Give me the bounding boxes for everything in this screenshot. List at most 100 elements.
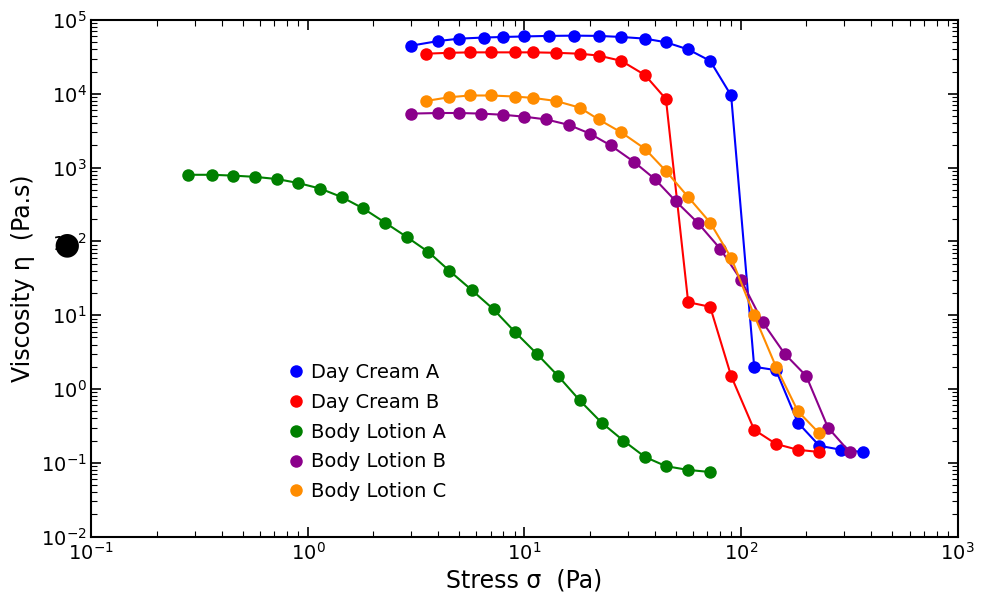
- Body Lotion B: [669, 198, 681, 205]
- Body Lotion C: [660, 167, 671, 175]
- Body Lotion C: [639, 145, 651, 152]
- Body Lotion A: [182, 171, 194, 178]
- Day Cream B: [464, 49, 476, 56]
- Day Cream B: [420, 50, 432, 57]
- Body Lotion A: [379, 219, 390, 226]
- Day Cream A: [660, 39, 671, 46]
- Body Lotion C: [485, 92, 497, 99]
- Body Lotion B: [604, 142, 616, 149]
- Day Cream B: [660, 95, 671, 103]
- Body Lotion A: [422, 248, 434, 255]
- Body Lotion C: [464, 92, 476, 99]
- Day Cream A: [792, 419, 804, 426]
- Body Lotion A: [488, 306, 500, 313]
- X-axis label: Stress σ  (Pa): Stress σ (Pa): [447, 569, 602, 593]
- Day Cream B: [593, 52, 604, 59]
- Day Cream B: [639, 71, 651, 79]
- Day Cream A: [478, 34, 490, 41]
- Body Lotion B: [519, 113, 530, 120]
- Body Lotion C: [593, 116, 604, 123]
- Day Cream B: [748, 426, 760, 434]
- Day Cream B: [770, 440, 782, 448]
- Day Cream A: [639, 35, 651, 42]
- Body Lotion B: [454, 109, 465, 117]
- Body Lotion C: [726, 254, 738, 262]
- Line: Body Lotion B: Body Lotion B: [405, 107, 856, 458]
- Body Lotion A: [227, 172, 239, 179]
- Body Lotion C: [528, 94, 539, 101]
- Day Cream B: [528, 49, 539, 56]
- Day Cream A: [857, 448, 869, 455]
- Body Lotion A: [357, 205, 369, 212]
- Body Lotion B: [498, 111, 510, 118]
- Day Cream B: [615, 57, 627, 65]
- Body Lotion B: [540, 116, 552, 123]
- Body Lotion C: [615, 129, 627, 136]
- Day Cream B: [704, 303, 716, 310]
- Body Lotion A: [617, 437, 629, 444]
- Body Lotion A: [574, 397, 586, 404]
- Body Lotion B: [433, 109, 445, 117]
- Body Lotion C: [704, 219, 716, 226]
- Day Cream B: [792, 446, 804, 454]
- Body Lotion C: [444, 94, 456, 101]
- Day Cream B: [726, 373, 738, 380]
- Body Lotion A: [552, 373, 564, 380]
- Line: Day Cream A: Day Cream A: [405, 30, 869, 458]
- Legend: Day Cream A, Day Cream B, Body Lotion A, Body Lotion B, Body Lotion C: Day Cream A, Day Cream B, Body Lotion A,…: [292, 363, 447, 501]
- Body Lotion A: [206, 171, 218, 178]
- Day Cream A: [682, 46, 694, 53]
- Body Lotion B: [691, 219, 703, 226]
- Body Lotion B: [822, 424, 834, 431]
- Body Lotion A: [271, 175, 283, 182]
- Line: Body Lotion A: Body Lotion A: [182, 169, 717, 478]
- Body Lotion B: [563, 121, 575, 129]
- Body Lotion A: [444, 267, 456, 274]
- Day Cream A: [543, 32, 555, 39]
- Day Cream A: [433, 37, 445, 45]
- Body Lotion B: [714, 245, 726, 252]
- Body Lotion C: [813, 430, 825, 437]
- Body Lotion A: [465, 286, 477, 294]
- Body Lotion B: [736, 277, 747, 284]
- Y-axis label: Viscosity η  (Pa.s): Viscosity η (Pa.s): [11, 175, 35, 382]
- Body Lotion A: [335, 193, 347, 201]
- Day Cream A: [519, 33, 530, 40]
- Body Lotion C: [770, 363, 782, 370]
- Day Cream A: [454, 35, 465, 42]
- Day Cream A: [704, 57, 716, 65]
- Day Cream B: [444, 49, 456, 56]
- Day Cream B: [813, 448, 825, 455]
- Day Cream B: [509, 49, 521, 56]
- Body Lotion B: [844, 448, 856, 455]
- Day Cream A: [569, 32, 581, 39]
- Day Cream A: [835, 446, 847, 454]
- Day Cream B: [550, 49, 562, 56]
- Body Lotion B: [628, 158, 640, 165]
- Body Lotion A: [682, 466, 694, 474]
- Day Cream A: [405, 42, 417, 50]
- Line: Day Cream B: Day Cream B: [419, 46, 825, 458]
- Day Cream A: [770, 367, 782, 374]
- Body Lotion A: [639, 454, 651, 461]
- Body Lotion B: [801, 373, 812, 380]
- Body Lotion C: [682, 193, 694, 201]
- Body Lotion A: [315, 185, 326, 192]
- Day Cream A: [593, 32, 604, 39]
- Body Lotion B: [779, 350, 791, 358]
- Body Lotion B: [405, 110, 417, 117]
- Day Cream B: [574, 50, 586, 57]
- Body Lotion A: [401, 233, 413, 240]
- Body Lotion A: [704, 468, 716, 475]
- Body Lotion C: [574, 104, 586, 111]
- Day Cream A: [813, 442, 825, 449]
- Body Lotion A: [509, 328, 521, 335]
- Body Lotion A: [292, 179, 304, 187]
- Body Lotion C: [509, 93, 521, 100]
- Body Lotion A: [249, 173, 261, 181]
- Body Lotion C: [420, 97, 432, 104]
- Body Lotion C: [792, 408, 804, 415]
- Body Lotion A: [596, 419, 607, 426]
- Body Lotion B: [757, 319, 769, 326]
- Day Cream A: [615, 33, 627, 40]
